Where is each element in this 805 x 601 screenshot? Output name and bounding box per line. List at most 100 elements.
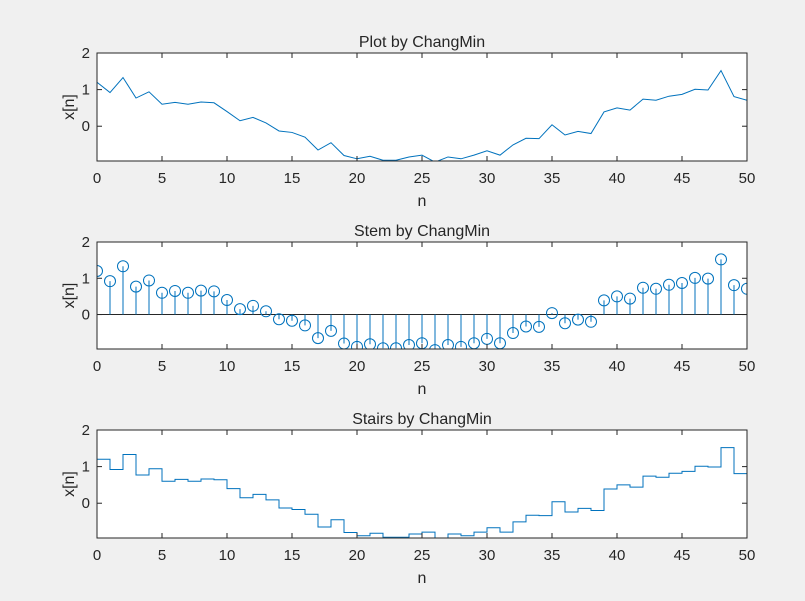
x-tick-label: 40 [609,547,626,564]
stem-marker [208,285,220,298]
x-tick-label: 25 [414,358,431,375]
stem-marker [676,276,688,289]
stem-marker [234,303,246,316]
stem-marker [546,307,558,320]
stem-marker [117,260,129,273]
x-tick-label: 10 [219,358,236,375]
subplot-3: 0 5 10 15 20 25 30 35 40 45 50 0 1 2 Stairs by ChangMi… [61,411,755,587]
data-series [97,447,747,538]
y-axis-label: x[n] [61,94,78,120]
stem-marker [182,286,194,299]
y-tick-label: 2 [82,422,90,439]
chart-title: Stairs by ChangMin [352,411,492,428]
subplot-1: 0 5 10 15 20 25 30 35 40 45 50 0 1 2 Plot by ChangMin n… [61,34,755,210]
stem-marker [286,314,298,327]
stem-marker [429,344,441,349]
y-axis-label: x[n] [61,471,78,497]
stem-marker [403,339,415,349]
stem-marker [169,284,181,297]
stem-marker [260,305,272,318]
x-tick-label: 20 [349,547,366,564]
x-tick-label: 30 [479,547,496,564]
stem-marker [624,292,636,305]
stem-marker [377,342,389,349]
x-tick-label: 10 [219,547,236,564]
stem-marker [728,279,740,292]
x-tick-label: 35 [544,170,561,187]
y-tick-label: 0 [82,118,90,135]
x-tick-label: 25 [414,547,431,564]
stem-marker [507,327,519,340]
x-tick-label: 50 [739,358,756,375]
series-line [97,69,747,161]
subplot-2: 0 5 10 15 20 25 30 35 40 45 50 0 1 2 Stem by ChangMin n… [61,223,755,398]
stem-marker [572,313,584,326]
x-tick-label: 45 [674,170,691,187]
x-tick-label: 20 [349,358,366,375]
data-series [97,69,747,161]
stem-marker [637,281,649,294]
stem-marker [364,338,376,349]
x-tick-label: 50 [739,170,756,187]
stem-marker [689,271,701,284]
stem-marker [97,265,103,278]
plot-area [97,53,747,161]
stem-marker [455,340,467,349]
stem-marker [195,284,207,297]
stem-marker [702,272,714,285]
x-axis-label: n [418,193,427,210]
y-tick-label: 1 [82,82,90,99]
x-tick-label: 0 [93,170,101,187]
stem-marker [338,337,350,349]
data-series [97,253,747,349]
stem-marker [156,286,168,299]
stem-marker [598,294,610,307]
x-tick-label: 35 [544,358,561,375]
stairs-line [97,447,747,538]
stem-marker [247,299,259,312]
x-tick-label: 45 [674,358,691,375]
stem-marker [585,315,597,328]
stem-marker [650,282,662,295]
stem-marker [442,339,454,349]
x-tick-label: 5 [158,170,166,187]
y-tick-label: 2 [82,45,90,62]
stem-marker [143,274,155,287]
x-tick-label: 35 [544,547,561,564]
x-tick-label: 40 [609,358,626,375]
y-tick-label: 0 [82,495,90,512]
stem-marker [351,340,363,349]
stem-marker [312,332,324,345]
x-tick-label: 5 [158,547,166,564]
stem-marker [130,280,142,293]
stem-marker [221,294,233,307]
x-tick-label: 40 [609,170,626,187]
stem-marker [533,320,545,333]
stem-marker [104,275,116,288]
stem-marker [520,320,532,333]
x-tick-label: 45 [674,547,691,564]
stem-marker [299,319,311,332]
stem-marker [663,278,675,291]
stem-marker [273,313,285,326]
chart-title: Stem by ChangMin [354,223,490,240]
stem-marker [390,342,402,349]
stem-marker [559,317,571,330]
y-tick-label: 0 [82,307,90,324]
x-tick-label: 25 [414,170,431,187]
stem-marker [715,253,727,266]
x-tick-label: 15 [284,358,301,375]
stem-marker [325,324,337,337]
plot-area [97,430,747,538]
y-tick-label: 2 [82,234,90,251]
stem-marker [611,290,623,303]
y-axis-label: x[n] [61,283,78,309]
x-tick-label: 15 [284,547,301,564]
x-tick-label: 10 [219,170,236,187]
stem-marker [741,282,747,295]
x-tick-label: 0 [93,547,101,564]
x-tick-label: 30 [479,170,496,187]
x-axis-label: n [418,570,427,587]
x-tick-label: 5 [158,358,166,375]
